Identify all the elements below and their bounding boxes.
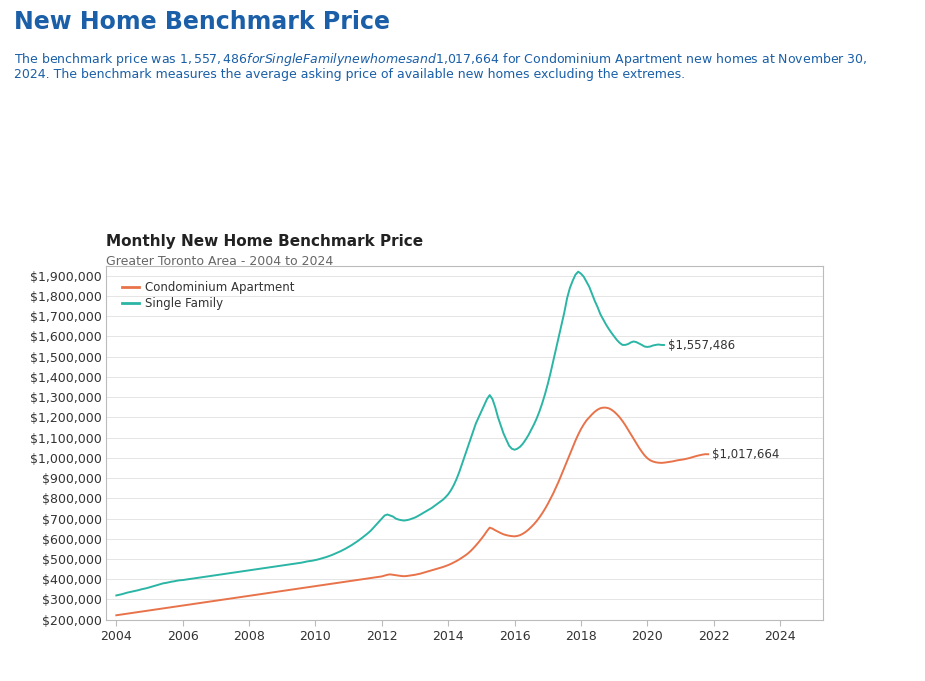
Line: Single Family: Single Family <box>117 272 664 595</box>
Text: The benchmark price was $1,557,486 for Single Family new homes and $1,017,664 fo: The benchmark price was $1,557,486 for S… <box>14 51 868 68</box>
Text: Monthly New Home Benchmark Price: Monthly New Home Benchmark Price <box>106 234 424 249</box>
Condominium Apartment <box>315 581 327 589</box>
Condominium Apartment <box>111 611 122 619</box>
Text: Greater Toronto Area - 2004 to 2024: Greater Toronto Area - 2004 to 2024 <box>106 255 334 268</box>
Line: Condominium Apartment: Condominium Apartment <box>117 408 709 615</box>
Text: $1,017,664: $1,017,664 <box>712 447 780 461</box>
Condominium Apartment <box>144 606 155 614</box>
Text: 2024. The benchmark measures the average asking price of available new homes exc: 2024. The benchmark measures the average… <box>14 68 685 81</box>
Single Family <box>307 556 318 565</box>
Single Family <box>586 290 598 298</box>
Legend: Condominium Apartment, Single Family: Condominium Apartment, Single Family <box>112 272 304 320</box>
Single Family <box>642 343 653 351</box>
Single Family <box>390 514 401 522</box>
Text: New Home Benchmark Price: New Home Benchmark Price <box>14 10 389 34</box>
Condominium Apartment <box>346 577 357 585</box>
Single Family <box>620 340 631 349</box>
Text: $1,557,486: $1,557,486 <box>668 338 735 351</box>
Single Family <box>573 268 584 276</box>
Single Family <box>357 533 368 541</box>
Condominium Apartment <box>598 404 609 412</box>
Condominium Apartment <box>703 450 714 458</box>
Condominium Apartment <box>559 464 570 472</box>
Single Family <box>111 591 122 599</box>
Condominium Apartment <box>279 586 290 595</box>
Single Family <box>659 341 670 349</box>
Condominium Apartment <box>183 601 194 609</box>
